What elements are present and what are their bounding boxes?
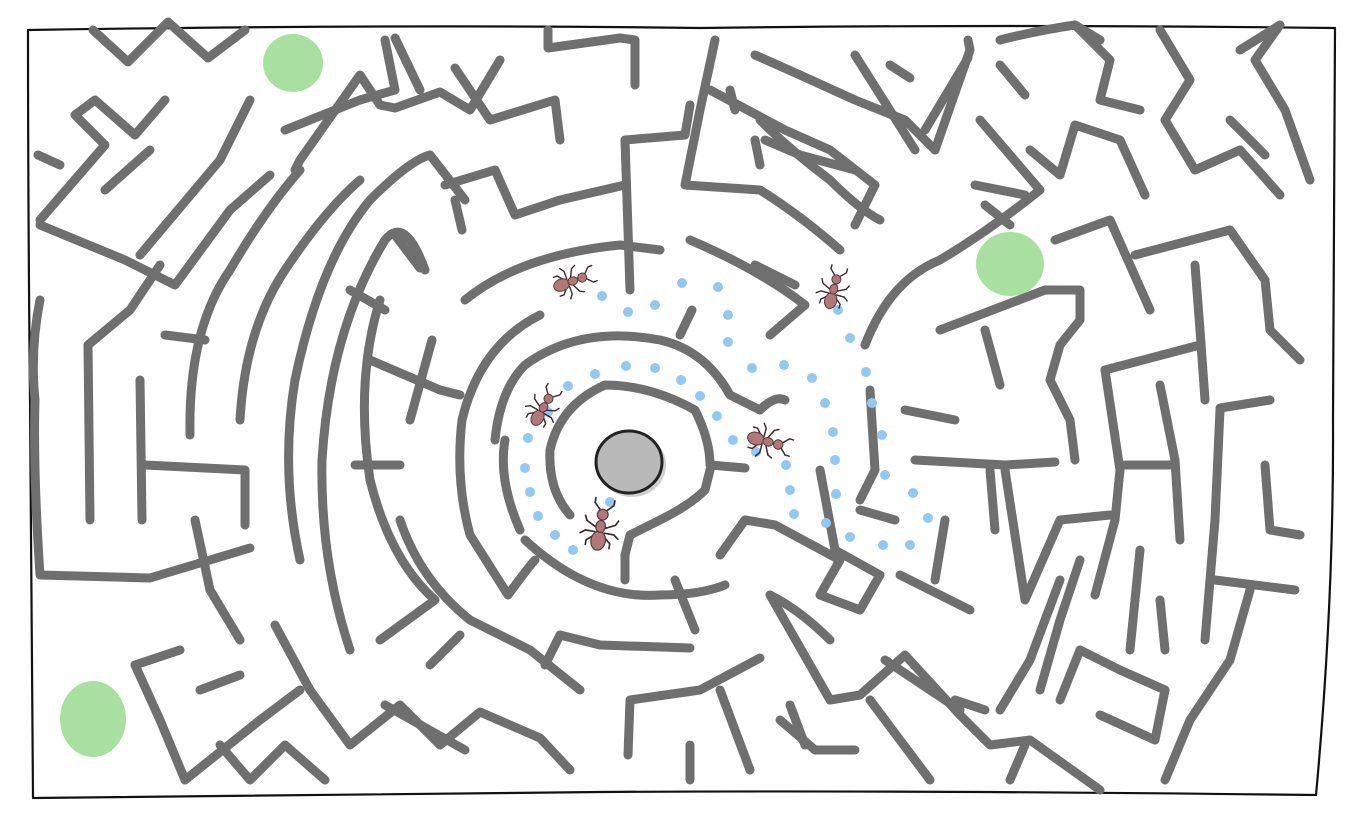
maze-walls xyxy=(28,17,1315,795)
pheromone-dot-icon xyxy=(820,398,830,408)
pheromone-dot-icon xyxy=(880,470,890,480)
pheromone-trail xyxy=(520,278,933,555)
pheromone-dot-icon xyxy=(747,363,757,373)
pheromone-dot-icon xyxy=(781,460,791,470)
pheromone-dot-icon xyxy=(867,398,877,408)
food-blob-icon xyxy=(60,681,126,757)
maze-frame xyxy=(26,24,1337,800)
pheromone-dot-icon xyxy=(623,307,633,317)
pheromone-dot-icon xyxy=(597,291,607,301)
pheromone-dot-icon xyxy=(845,333,855,343)
nest-hole-icon[interactable] xyxy=(594,429,666,497)
pheromone-dot-icon xyxy=(821,518,831,528)
pheromone-dot-icon xyxy=(723,337,733,347)
pheromone-dot-icon xyxy=(723,310,733,320)
pheromone-dot-icon xyxy=(621,361,631,371)
food-blob-icon xyxy=(976,232,1044,296)
pheromone-dot-icon xyxy=(712,411,722,421)
pheromone-dot-icon xyxy=(828,427,838,437)
pheromone-dot-icon xyxy=(650,363,660,373)
pheromone-dot-icon xyxy=(568,545,578,555)
ant-icon[interactable] xyxy=(812,262,856,314)
pheromone-dot-icon xyxy=(728,435,738,445)
pheromone-dot-icon xyxy=(590,369,600,379)
pheromone-dot-icon xyxy=(563,381,573,391)
pheromone-dot-icon xyxy=(523,433,533,443)
pheromone-dot-icon xyxy=(605,497,615,507)
pheromone-dot-icon xyxy=(650,300,660,310)
pheromone-dot-icon xyxy=(877,430,887,440)
pheromone-dot-icon xyxy=(830,455,840,465)
pheromone-dot-icon xyxy=(520,463,530,473)
pheromone-dot-icon xyxy=(908,488,918,498)
pheromone-dot-icon xyxy=(779,360,789,370)
pheromone-dot-icon xyxy=(845,532,855,542)
pheromone-dot-icon xyxy=(550,530,560,540)
pheromone-dot-icon xyxy=(785,485,795,495)
pheromone-dot-icon xyxy=(525,487,535,497)
ant-icon[interactable] xyxy=(576,495,626,555)
pheromone-dot-icon xyxy=(831,489,841,499)
pheromone-dot-icon xyxy=(833,305,843,315)
pheromone-dot-icon xyxy=(923,513,933,523)
pheromone-dot-icon xyxy=(695,391,705,401)
ant-icon[interactable] xyxy=(547,257,601,304)
pheromone-dot-icon xyxy=(905,540,915,550)
pheromone-dot-icon xyxy=(677,278,687,288)
pheromone-dot-icon xyxy=(533,511,543,521)
pheromone-dot-icon xyxy=(713,282,723,292)
ant-icon[interactable] xyxy=(742,419,797,466)
pheromone-dot-icon xyxy=(878,540,888,550)
pheromone-dot-icon xyxy=(807,373,817,383)
food-blob-icon xyxy=(263,34,323,92)
pheromone-dot-icon xyxy=(861,367,871,377)
pheromone-dot-icon xyxy=(789,509,799,519)
pheromone-dot-icon xyxy=(676,375,686,385)
